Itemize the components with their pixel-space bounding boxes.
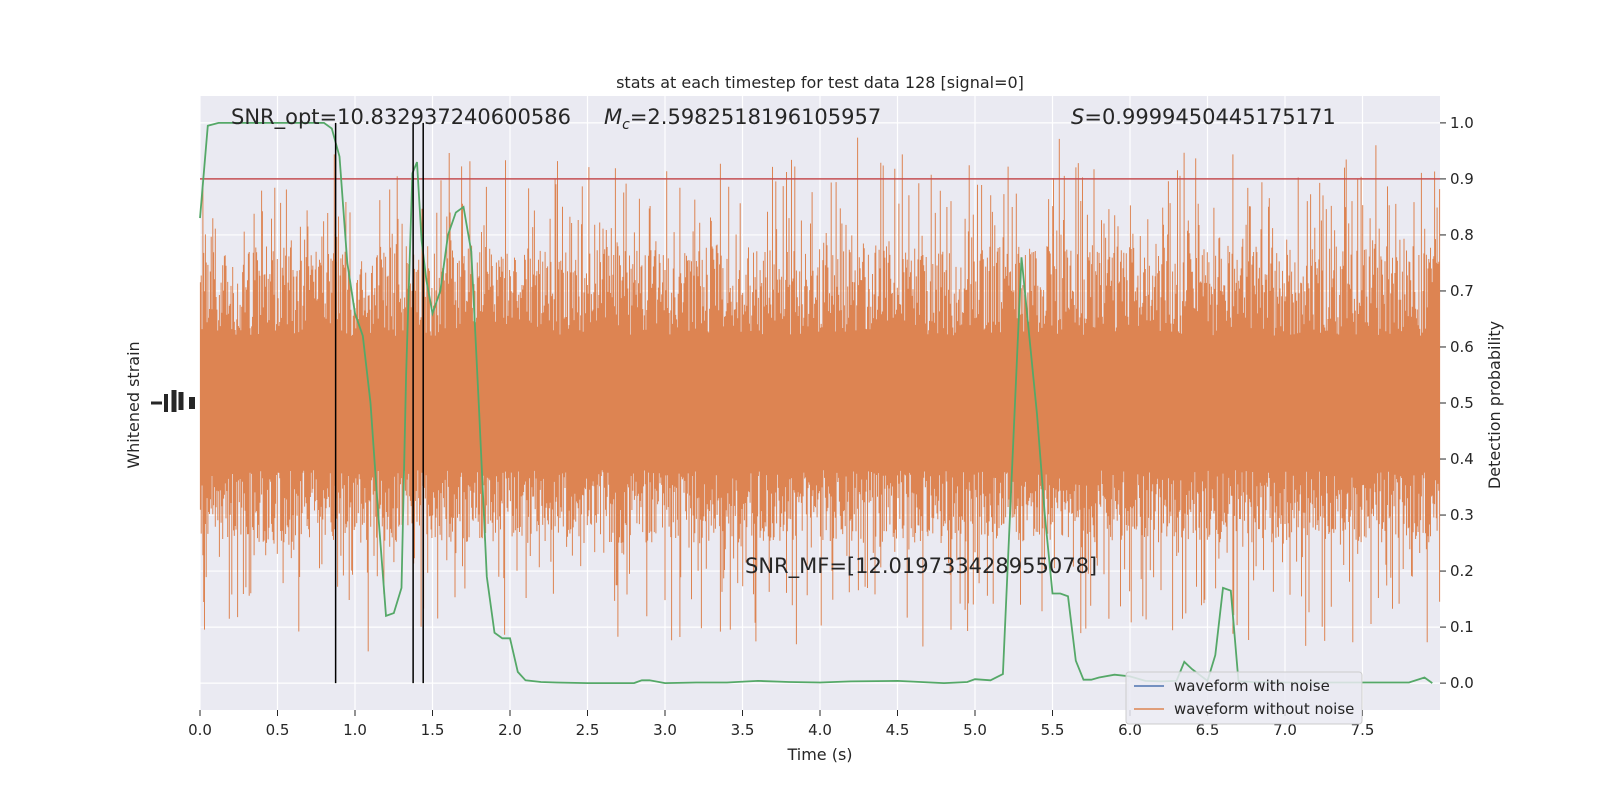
y-tick-label-9: 0.9: [1450, 170, 1474, 188]
waveform-trace: [199, 137, 1441, 652]
y-tick-label-2: 0.2: [1450, 562, 1474, 580]
legend-label-waveform-with-noise: waveform with noise: [1174, 677, 1330, 695]
x-tick-label-11: 5.5: [1041, 721, 1065, 739]
y-tick-label-6: 0.6: [1450, 338, 1474, 356]
x-tick-label-6: 3.0: [653, 721, 677, 739]
left-axis-ticks: [151, 390, 195, 412]
legend: waveform with noise waveform without noi…: [1125, 671, 1363, 725]
s-value: =0.9999450445175171: [1084, 105, 1335, 129]
y-tick-label-8: 0.8: [1450, 226, 1474, 244]
chirp-mass-subscript: c: [622, 117, 630, 133]
x-tick-label-13: 6.5: [1196, 721, 1220, 739]
x-axis-label: Time (s): [786, 745, 852, 764]
snr-opt-annotation: SNR_opt=10.832937240600586: [231, 105, 571, 130]
x-tick-label-0: 0.0: [188, 721, 212, 739]
y-tick-label-3: 0.3: [1450, 506, 1474, 524]
x-tick-label-10: 5.0: [963, 721, 987, 739]
right-axis-ticks: 0.0 0.1 0.2 0.3 0.4 0.5 0.6 0.7 0.8 0.9 1.0: [1440, 114, 1474, 692]
x-tick-label-4: 2.0: [498, 721, 522, 739]
x-tick-label-14: 7.0: [1273, 721, 1297, 739]
y-tick-label-7: 0.7: [1450, 282, 1474, 300]
s-annotation: S=0.9999450445175171: [1071, 105, 1336, 129]
detection-probability-line: [199, 122, 1433, 685]
x-tick-label-3: 1.5: [421, 721, 445, 739]
x-tick-label-9: 4.5: [886, 721, 910, 739]
chirp-mass-value: =2.5982518196105957: [630, 105, 881, 129]
x-tick-label-1: 0.5: [266, 721, 290, 739]
vertical-markers: [334, 122, 424, 684]
x-tick-label-12: 6.0: [1118, 721, 1142, 739]
snr-mf-annotation: SNR_MF=[12.019733428955078]: [745, 554, 1097, 579]
legend-box: [1125, 671, 1363, 725]
detection-probability-series: [199, 122, 1433, 685]
y-tick-label-5: 0.5: [1450, 394, 1474, 412]
x-axis-ticks: 0.0 0.5 1.0 1.5 2.0 2.5 3.0 3.5 4.0 4.5 5.0 5.5 6.0 6…: [188, 710, 1374, 739]
y-tick-label-10: 1.0: [1450, 114, 1474, 132]
x-tick-label-2: 1.0: [343, 721, 367, 739]
left-axis-label: Whitened strain: [124, 341, 143, 468]
y-tick-label-4: 0.4: [1450, 450, 1474, 468]
legend-label-waveform-without-noise: waveform without noise: [1174, 700, 1354, 718]
x-tick-label-5: 2.5: [576, 721, 600, 739]
y-tick-label-1: 0.1: [1450, 618, 1474, 636]
x-tick-label-15: 7.5: [1351, 721, 1375, 739]
chirp-mass-annotation: Mc=2.5982518196105957: [604, 105, 881, 133]
s-symbol: S: [1071, 105, 1084, 129]
y-tick-label-0: 0.0: [1450, 674, 1474, 692]
x-tick-label-7: 3.5: [731, 721, 755, 739]
right-axis-label: Detection probability: [1485, 321, 1504, 489]
chart-title: stats at each timestep for test data 128…: [616, 73, 1024, 92]
x-tick-label-8: 4.0: [808, 721, 832, 739]
chirp-mass-symbol: M: [604, 105, 622, 129]
